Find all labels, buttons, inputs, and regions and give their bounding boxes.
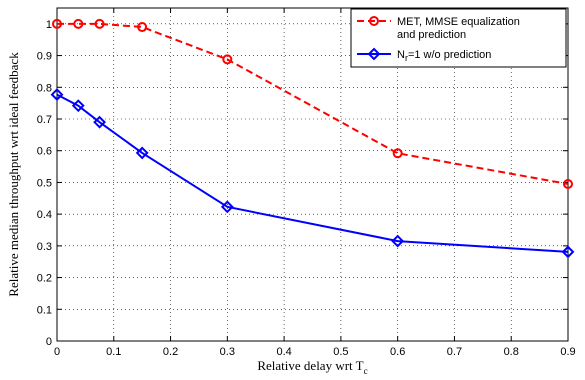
legend-entry-2: Nr=1 w/o prediction bbox=[357, 47, 491, 63]
legend-label: Nr=1 w/o prediction bbox=[397, 49, 491, 63]
x-tick-label: 0.6 bbox=[390, 346, 405, 358]
y-tick-label: 0.7 bbox=[37, 114, 52, 126]
x-tick-label: 0.5 bbox=[333, 346, 348, 358]
x-tick-label: 0.7 bbox=[447, 346, 462, 358]
y-tick-label: 0.1 bbox=[37, 304, 52, 316]
data-point bbox=[137, 22, 148, 33]
y-tick-label: 0 bbox=[46, 336, 52, 348]
data-point bbox=[563, 179, 573, 190]
y-tick-label: 0.9 bbox=[37, 51, 52, 63]
x-tick-label: 0.1 bbox=[106, 346, 121, 358]
data-point bbox=[392, 148, 403, 159]
y-tick-label: 0.8 bbox=[37, 82, 52, 94]
legend: MET, MMSE equalization and prediction Nr=1… bbox=[350, 8, 567, 68]
legend-box bbox=[350, 8, 567, 68]
plot-frame bbox=[56, 7, 569, 342]
y-tick-label: 0.2 bbox=[37, 273, 52, 285]
legend-swatch-marker bbox=[369, 16, 379, 26]
x-tick-label: 0.3 bbox=[220, 346, 235, 358]
x-tick-label: 0.8 bbox=[504, 346, 519, 358]
y-tick-label: 0.5 bbox=[37, 177, 52, 189]
data-point bbox=[135, 146, 149, 160]
x-tick-label: 0.4 bbox=[276, 346, 291, 358]
legend-entry-1: MET, MMSE equalization and prediction bbox=[357, 16, 520, 41]
data-point bbox=[50, 88, 64, 101]
data-point bbox=[391, 234, 405, 248]
x-tick-label: 0.9 bbox=[560, 346, 575, 358]
series bbox=[50, 18, 575, 259]
data-point bbox=[222, 54, 233, 65]
data-point bbox=[52, 18, 62, 29]
x-tick-label: 0.2 bbox=[163, 346, 178, 358]
x-axis-title: Relative delay wrt Tc bbox=[257, 358, 367, 376]
y-tick-label: 0.3 bbox=[37, 241, 52, 253]
y-tick-label: 0.4 bbox=[37, 209, 52, 221]
x-tick-label: 0 bbox=[54, 346, 60, 358]
data-point bbox=[93, 115, 106, 129]
series-2 bbox=[50, 88, 575, 259]
y-tick-label: 1 bbox=[46, 19, 52, 31]
legend-label: MET, MMSE equalization and prediction bbox=[397, 16, 520, 41]
y-tick-label: 0.6 bbox=[37, 146, 52, 158]
series-1 bbox=[52, 18, 573, 190]
data-point bbox=[94, 18, 105, 29]
axis-ticks: 0 0.1 0.2 0.3 0.4 0.5 0.6 0.7 0.8 0.9 0 0.1 0.2 0.3 0.… bbox=[37, 8, 576, 358]
data-point bbox=[73, 18, 84, 29]
y-axis-title: Relative median throughput wrt ideal fee… bbox=[6, 52, 21, 297]
data-point bbox=[561, 245, 575, 259]
legend-swatch-marker bbox=[367, 47, 381, 61]
data-point bbox=[220, 200, 234, 214]
data-point bbox=[71, 99, 85, 113]
series-line bbox=[56, 93, 569, 253]
